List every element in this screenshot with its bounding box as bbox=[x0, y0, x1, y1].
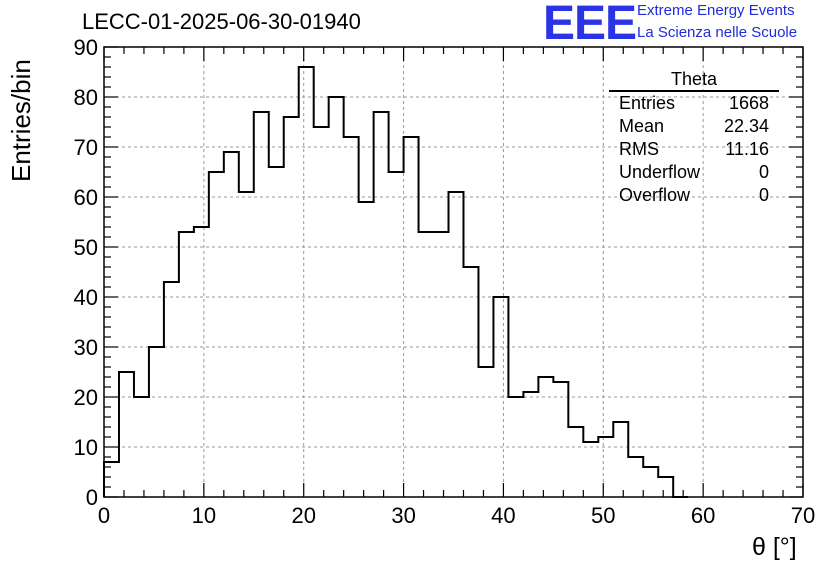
stats-label: Mean bbox=[619, 116, 665, 136]
histogram-bin bbox=[344, 137, 359, 497]
y-tick-label: 90 bbox=[74, 35, 98, 60]
histogram-bin bbox=[434, 232, 449, 497]
x-tick-label: 20 bbox=[291, 503, 315, 528]
histogram-bin bbox=[194, 227, 209, 497]
histogram-bin bbox=[508, 397, 523, 497]
histogram-bin bbox=[449, 192, 464, 497]
histogram-bin bbox=[374, 112, 389, 497]
x-tick-label: 70 bbox=[791, 503, 815, 528]
histogram-bin bbox=[224, 152, 239, 497]
histogram-bin bbox=[628, 457, 643, 497]
histogram-bin bbox=[329, 97, 344, 497]
y-tick-label: 10 bbox=[74, 435, 98, 460]
histogram-bin bbox=[359, 202, 374, 497]
histogram-outline bbox=[103, 66, 689, 498]
plot-frame bbox=[103, 46, 804, 498]
histogram-bin bbox=[538, 377, 553, 497]
y-tick-label: 30 bbox=[74, 335, 98, 360]
histogram-bin bbox=[583, 442, 598, 497]
histogram-bin bbox=[553, 382, 568, 497]
histogram-bin bbox=[179, 232, 194, 497]
stats-title: Theta bbox=[609, 68, 779, 92]
histogram-bin bbox=[254, 112, 269, 497]
x-tick-label: 10 bbox=[192, 503, 216, 528]
stats-row-overflow: Overflow 0 bbox=[609, 184, 779, 207]
logo-line-1: Extreme Energy Events bbox=[637, 2, 795, 19]
y-tick-label: 20 bbox=[74, 385, 98, 410]
y-tick-label: 50 bbox=[74, 235, 98, 260]
stats-label: Overflow bbox=[619, 185, 691, 205]
stats-label: RMS bbox=[619, 139, 659, 159]
histogram-bin bbox=[149, 347, 164, 497]
stats-label: Underflow bbox=[619, 162, 701, 182]
x-axis-label: θ [°] bbox=[752, 533, 797, 561]
y-axis-label: Entries/bin bbox=[6, 59, 36, 182]
histogram-bin bbox=[209, 172, 224, 497]
histogram-bin bbox=[523, 392, 538, 497]
x-tick-label: 60 bbox=[691, 503, 715, 528]
y-tick-label: 0 bbox=[86, 485, 98, 510]
y-tick-label: 70 bbox=[74, 135, 98, 160]
histogram-bin bbox=[284, 117, 299, 497]
histogram-bin bbox=[658, 477, 673, 497]
histogram-bin bbox=[643, 467, 658, 497]
histogram-bin bbox=[613, 422, 628, 497]
histogram-bin bbox=[239, 192, 254, 497]
stats-box: Theta Entries 1668 Mean 22.34 RMS 11.16 … bbox=[609, 68, 779, 207]
histogram-bin bbox=[299, 67, 314, 497]
histogram-bin bbox=[119, 372, 134, 497]
histogram-bin bbox=[269, 167, 284, 497]
histogram-bin bbox=[389, 172, 404, 497]
stats-value: 11.16 bbox=[725, 139, 769, 159]
histogram-bin bbox=[598, 437, 613, 497]
x-tick-label: 0 bbox=[98, 503, 110, 528]
stats-value: 0 bbox=[758, 185, 769, 205]
y-tick-label: 60 bbox=[74, 185, 98, 210]
histogram-bin bbox=[478, 367, 493, 497]
stats-value: 0 bbox=[758, 162, 769, 182]
histogram-bin bbox=[404, 137, 419, 497]
histogram-bin bbox=[314, 127, 329, 497]
histogram-bin bbox=[568, 427, 583, 497]
chart-title: LECC-01-2025-06-30-01940 bbox=[82, 9, 361, 34]
stats-row-entries: Entries 1668 bbox=[609, 92, 779, 115]
eee-logo: EEE bbox=[543, 0, 637, 50]
x-tick-label: 40 bbox=[491, 503, 515, 528]
histogram-bin bbox=[419, 232, 434, 497]
histogram-bin bbox=[463, 267, 478, 497]
stats-value: 22.34 bbox=[723, 116, 769, 136]
y-tick-label: 80 bbox=[74, 85, 98, 110]
stats-label: Entries bbox=[619, 93, 676, 113]
x-tick-label: 30 bbox=[391, 503, 415, 528]
stats-value: 1668 bbox=[728, 93, 769, 113]
histogram-bin bbox=[164, 282, 179, 497]
logo-line-2: La Scienza nelle Scuole bbox=[637, 24, 798, 41]
y-tick-label: 40 bbox=[74, 285, 98, 310]
stats-row-underflow: Underflow 0 bbox=[609, 161, 779, 184]
stats-row-mean: Mean 22.34 bbox=[609, 115, 779, 138]
stats-row-rms: RMS 11.16 bbox=[609, 138, 779, 161]
x-tick-label: 50 bbox=[591, 503, 615, 528]
